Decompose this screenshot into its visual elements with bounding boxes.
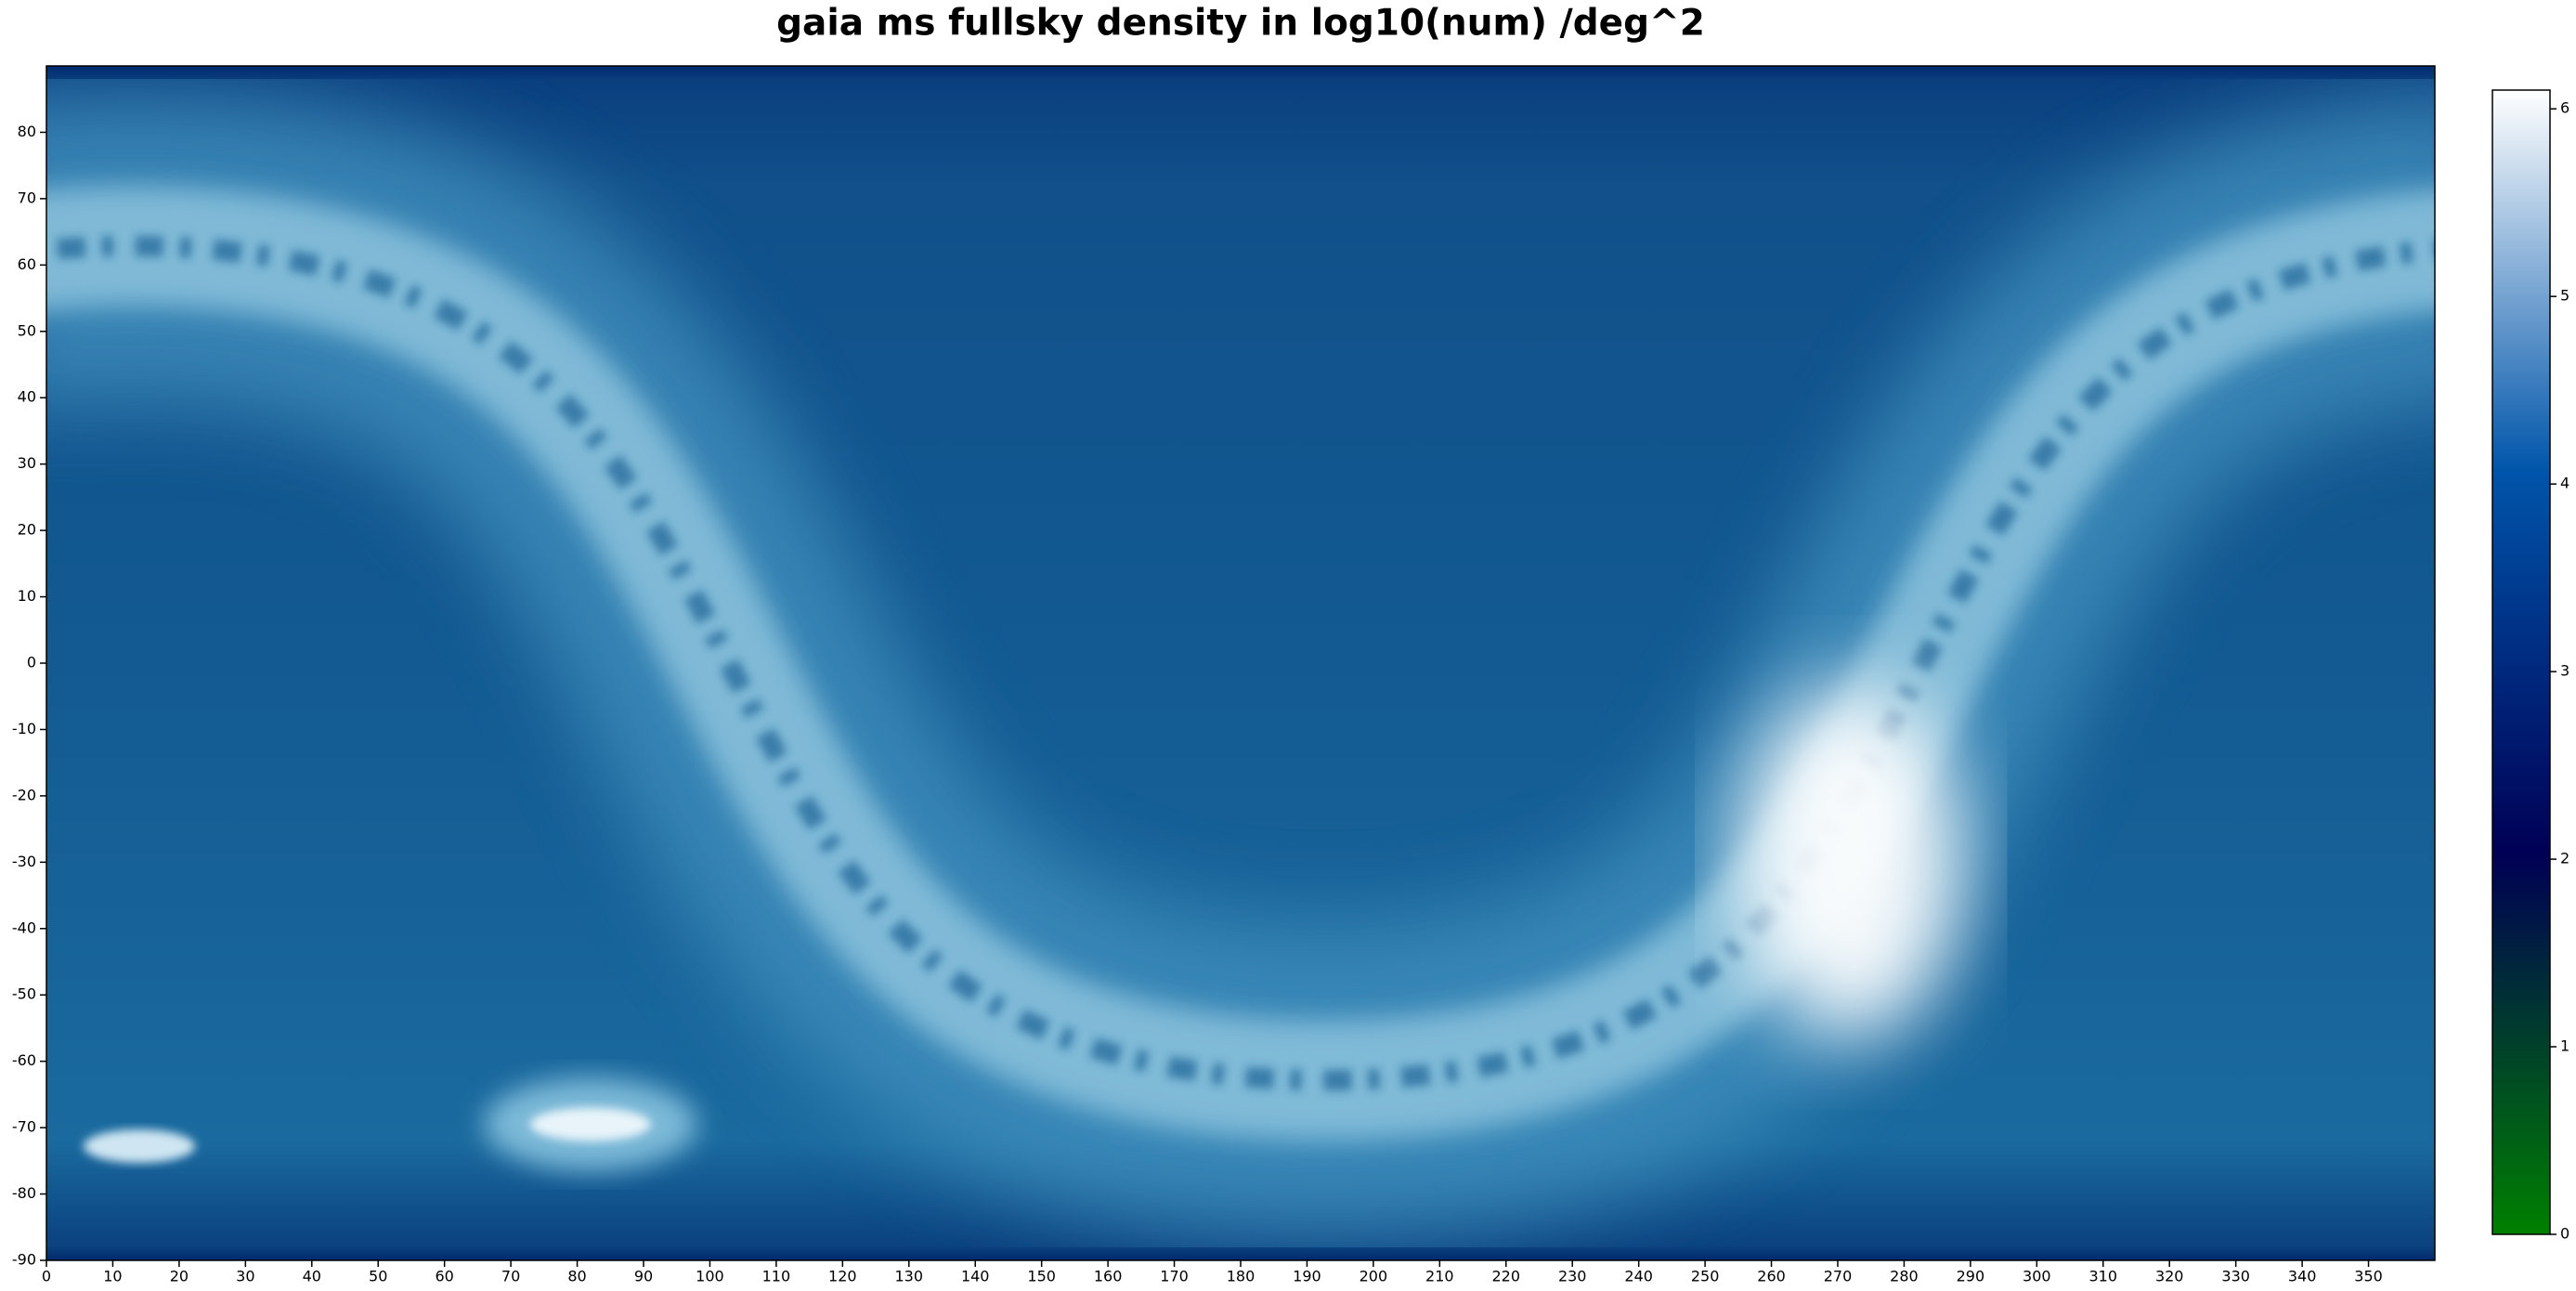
x-tick-label: 290 <box>1957 1268 1985 1285</box>
y-tick-label: -90 <box>12 1251 36 1269</box>
y-tick-label: -10 <box>12 720 36 737</box>
x-tick-label: 220 <box>1492 1268 1521 1285</box>
x-tick-label: 170 <box>1160 1268 1189 1285</box>
y-tick-label: 80 <box>18 123 36 140</box>
colorbar-tick-label: 4 <box>2560 475 2569 492</box>
x-tick-label: 280 <box>1890 1268 1919 1285</box>
x-tick-label: 250 <box>1691 1268 1720 1285</box>
y-tick-label: 10 <box>18 587 36 605</box>
x-tick-label: 310 <box>2089 1268 2118 1285</box>
x-tick-label: 330 <box>2221 1268 2250 1285</box>
galactic-band <box>46 185 2435 1141</box>
x-tick-label: 60 <box>435 1268 453 1285</box>
colorbar-tick-label: 5 <box>2560 287 2569 305</box>
bulge <box>1739 685 1963 1039</box>
y-tick-label: -70 <box>12 1118 36 1136</box>
x-tick-label: 160 <box>1094 1268 1123 1285</box>
x-tick-label: 200 <box>1360 1268 1388 1285</box>
x-tick-label: 0 <box>42 1268 51 1285</box>
x-tick-label: 270 <box>1824 1268 1853 1285</box>
y-tick-label: -40 <box>12 919 36 936</box>
x-tick-label: 100 <box>696 1268 724 1285</box>
x-tick-label: 50 <box>369 1268 387 1285</box>
colorbar-tick-label: 2 <box>2560 850 2569 867</box>
y-tick-label: 20 <box>18 521 36 539</box>
x-tick-label: 30 <box>236 1268 254 1285</box>
x-tick-label: 340 <box>2288 1268 2317 1285</box>
colorbar <box>2491 89 2551 1235</box>
colorbar-tick-label: 3 <box>2560 662 2569 680</box>
y-tick-label: -50 <box>12 985 36 1003</box>
y-tick-label: 70 <box>18 189 36 206</box>
y-tick-label: -30 <box>12 853 36 870</box>
chart-title: gaia ms fullsky density in log10(num) /d… <box>776 3 1705 45</box>
x-tick-label: 130 <box>895 1268 924 1285</box>
x-tick-label: 110 <box>762 1268 791 1285</box>
x-tick-label: 150 <box>1027 1268 1056 1285</box>
x-tick-label: 90 <box>634 1268 653 1285</box>
x-tick-label: 80 <box>567 1268 586 1285</box>
smc <box>84 1129 196 1164</box>
colorbar-tick-label: 0 <box>2560 1225 2569 1243</box>
x-tick-label: 350 <box>2354 1268 2383 1285</box>
y-tick-label: 40 <box>18 388 36 406</box>
x-tick-label: 230 <box>1558 1268 1587 1285</box>
x-tick-label: 20 <box>170 1268 189 1285</box>
x-tick-label: 190 <box>1293 1268 1321 1285</box>
y-tick-label: 0 <box>27 654 36 672</box>
x-tick-label: 140 <box>961 1268 990 1285</box>
y-tick-label: 30 <box>18 454 36 472</box>
lmc <box>529 1107 651 1141</box>
x-tick-label: 210 <box>1425 1268 1454 1285</box>
x-tick-label: 70 <box>501 1268 520 1285</box>
colorbar-tick-label: 6 <box>2560 99 2569 117</box>
y-tick-label: 50 <box>18 321 36 339</box>
x-tick-label: 300 <box>2023 1268 2051 1285</box>
x-tick-label: 320 <box>2155 1268 2184 1285</box>
y-tick-label: 60 <box>18 255 36 273</box>
x-tick-label: 180 <box>1227 1268 1255 1285</box>
x-tick-label: 10 <box>103 1268 122 1285</box>
y-tick-label: -80 <box>12 1184 36 1202</box>
colorbar-tick-label: 1 <box>2560 1037 2569 1055</box>
y-tick-label: -20 <box>12 786 36 803</box>
x-tick-label: 120 <box>828 1268 857 1285</box>
y-tick-label: -60 <box>12 1051 36 1069</box>
x-tick-label: 40 <box>303 1268 321 1285</box>
x-tick-label: 240 <box>1624 1268 1653 1285</box>
x-tick-label: 260 <box>1757 1268 1786 1285</box>
heatmap-image <box>46 66 2435 1260</box>
